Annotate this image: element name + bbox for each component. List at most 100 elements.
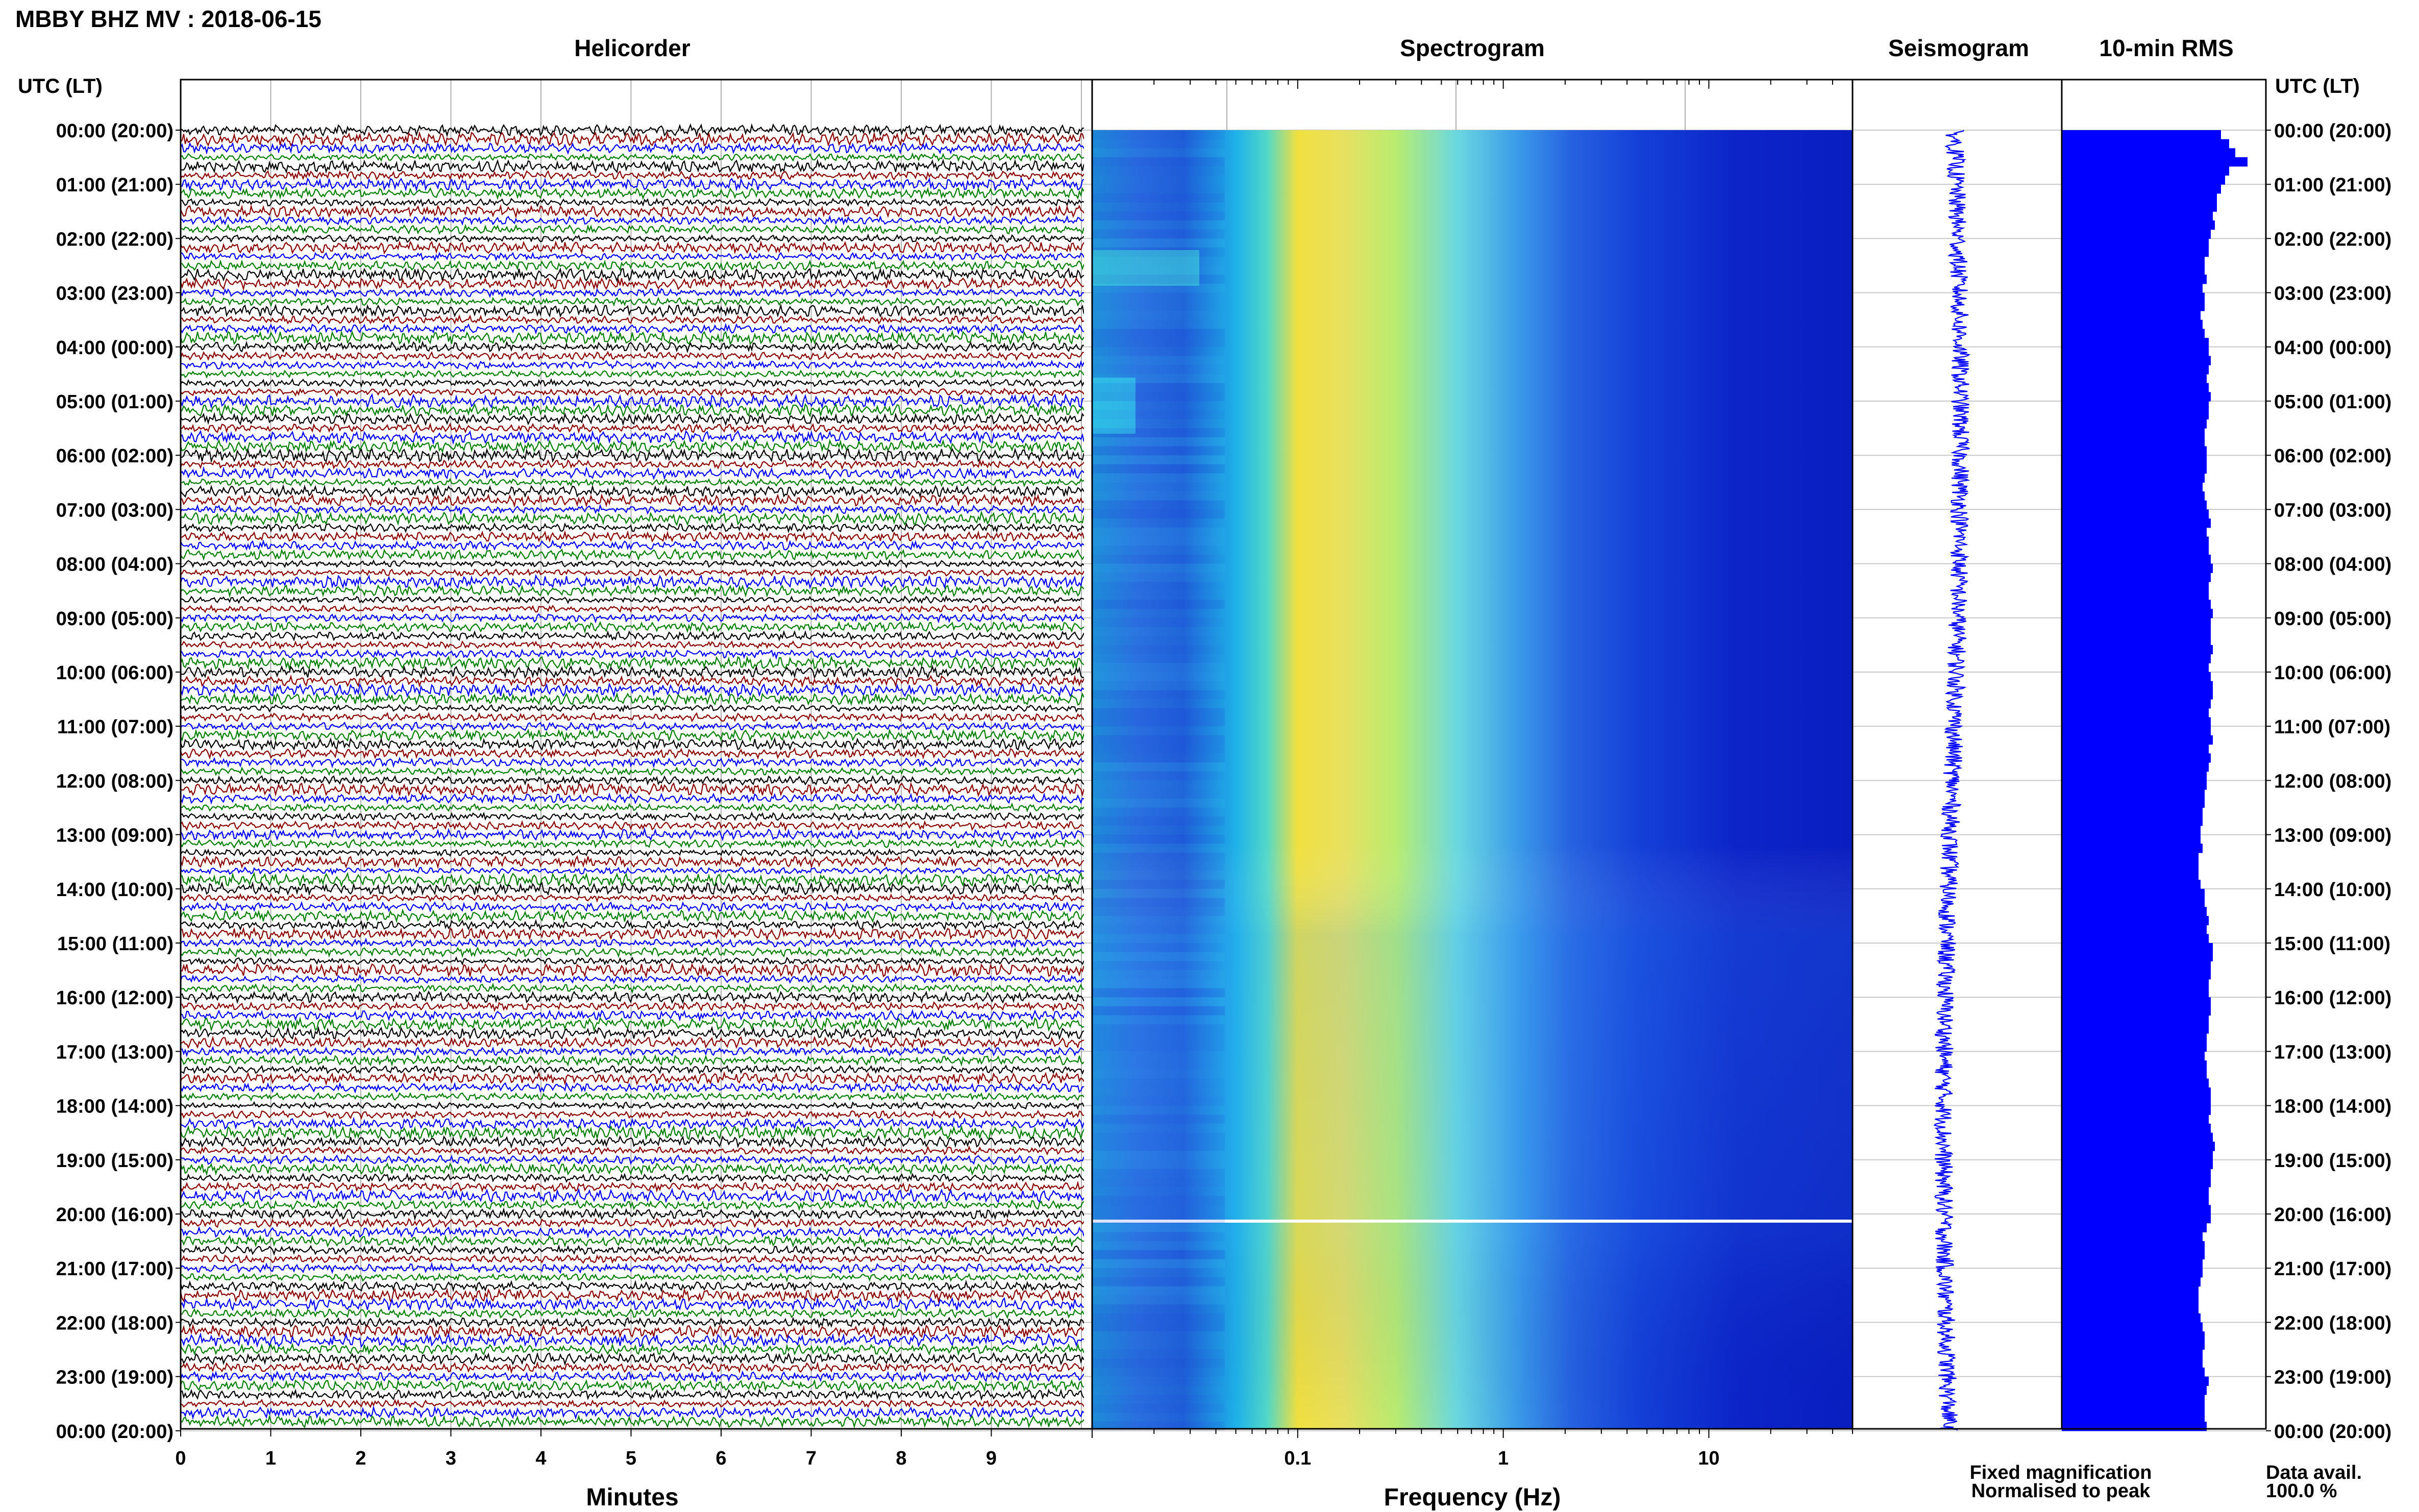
helicorder-trace: [181, 766, 1084, 777]
rms-bar: [2062, 365, 2209, 375]
helicorder-trace: [181, 584, 1084, 599]
rms-bar: [2062, 997, 2211, 1007]
rms-bar: [2062, 554, 2211, 564]
spectrogram-row: [1092, 1006, 1225, 1015]
spectrogram-row: [1092, 419, 1225, 429]
rms-bar: [2062, 1395, 2205, 1404]
helicorder-trace: [181, 252, 1084, 262]
spectrogram-row: [1092, 1223, 1225, 1232]
rms-bar: [2062, 491, 2205, 501]
spectrogram-row: [1092, 1186, 1225, 1196]
spectrogram-row: [1092, 356, 1225, 365]
spectrogram-row: [1092, 654, 1225, 663]
helicorder-trace: [181, 908, 1084, 924]
spectrogram-row: [1092, 202, 1225, 212]
helicorder-trace: [181, 1046, 1084, 1057]
time-label-left: 00:00 (20:00): [56, 1421, 174, 1443]
helicorder-trace: [181, 704, 1084, 713]
rms-bar: [2062, 1286, 2199, 1296]
helicorder-trace: [181, 919, 1084, 931]
time-label-right: 22:00 (18:00): [2274, 1312, 2391, 1334]
spectrogram-row: [1092, 880, 1225, 889]
spectrogram-row: [1092, 265, 1225, 275]
helicorder-trace: [181, 721, 1084, 732]
time-label-left: 00:00 (20:00): [56, 120, 174, 142]
rms-bar: [2062, 220, 2215, 230]
rms-bar: [2062, 1277, 2201, 1287]
helicorder-trace: [181, 539, 1084, 551]
time-label-right: 06:00 (02:00): [2274, 445, 2391, 467]
rms-bar: [2062, 1367, 2205, 1377]
helicorder-trace: [181, 1332, 1084, 1348]
rms-bar: [2062, 690, 2213, 700]
rms-bar: [2062, 1241, 2205, 1251]
rms-bar: [2062, 1304, 2199, 1314]
spectrogram-row: [1092, 256, 1225, 266]
helicorder-title: Helicorder: [574, 35, 690, 61]
rms-bar: [2062, 907, 2207, 916]
helicorder-trace: [181, 1145, 1084, 1156]
rms-bar: [2062, 1078, 2209, 1088]
time-label-left: 12:00 (08:00): [56, 771, 174, 792]
helicorder-trace: [181, 484, 1084, 499]
rms-bar: [2062, 744, 2209, 754]
helicorder-trace: [181, 369, 1084, 379]
rms-bar: [2062, 455, 2207, 465]
helicorder-trace: [181, 1035, 1084, 1049]
spectrogram-row: [1092, 563, 1225, 573]
rms-bar: [2062, 518, 2211, 528]
rms-bar: [2062, 681, 2213, 690]
rms-bar: [2062, 139, 2229, 148]
helicorder-trace: [181, 1398, 1084, 1409]
spectrogram-row: [1092, 762, 1225, 772]
rms-bar: [2062, 1015, 2209, 1025]
spectrogram-row: [1092, 690, 1225, 700]
rms-bar: [2062, 175, 2225, 185]
rms-bar: [2062, 699, 2211, 709]
helicorder-trace: [181, 447, 1084, 463]
rms-bar: [2062, 753, 2211, 763]
spectrogram-row: [1092, 1033, 1225, 1043]
spectrogram-row: [1092, 1377, 1225, 1386]
rms-bar: [2062, 798, 2205, 808]
time-label-right: 18:00 (14:00): [2274, 1096, 2391, 1118]
data-avail-label: Data avail.: [2266, 1462, 2362, 1483]
spectrogram-row: [1092, 518, 1225, 528]
helicorder-trace: [181, 169, 1084, 181]
time-label-right: 00:00 (20:00): [2274, 1421, 2391, 1443]
spectrogram-shading: [1092, 130, 1853, 1429]
spectrogram-row: [1092, 898, 1225, 907]
helicorder-trace: [181, 259, 1084, 271]
spectrogram-row: [1092, 437, 1225, 447]
helicorder-trace: [181, 974, 1084, 984]
spectrogram-row: [1092, 1295, 1225, 1304]
spectrogram-row: [1092, 826, 1225, 835]
rms-bar: [2062, 346, 2209, 357]
spectrogram-row: [1092, 238, 1225, 248]
time-label-left: 16:00 (12:00): [56, 987, 174, 1009]
spectrogram-row: [1092, 1151, 1225, 1160]
rms-bar: [2062, 527, 2207, 537]
right-axis-title: UTC (LT): [2275, 75, 2360, 97]
time-label-right: 03:00 (23:00): [2274, 283, 2391, 305]
rms-bar: [2062, 1178, 2211, 1187]
time-label-left: 17:00 (13:00): [56, 1042, 174, 1063]
helicorder-trace: [181, 1317, 1084, 1329]
spectrogram-row: [1092, 1087, 1225, 1097]
rms-bar: [2062, 590, 2209, 600]
spectrogram-row: [1092, 780, 1225, 790]
rms-bar: [2062, 1385, 2207, 1395]
rms-bar: [2062, 943, 2213, 953]
spectrogram-row: [1092, 292, 1225, 302]
time-label-right: 11:00 (07:00): [2274, 716, 2390, 738]
spectrogram-row: [1092, 871, 1225, 880]
helicorder-trace: [181, 872, 1084, 888]
helicorder-trace: [181, 866, 1084, 876]
rms-bar: [2062, 735, 2213, 745]
helicorder-trace: [181, 1172, 1084, 1183]
helicorder-trace: [181, 1388, 1084, 1401]
helicorder-trace: [181, 711, 1084, 723]
helicorder-trace: [181, 215, 1084, 226]
spectrogram-row: [1092, 302, 1225, 311]
rms-bar: [2062, 1349, 2203, 1359]
